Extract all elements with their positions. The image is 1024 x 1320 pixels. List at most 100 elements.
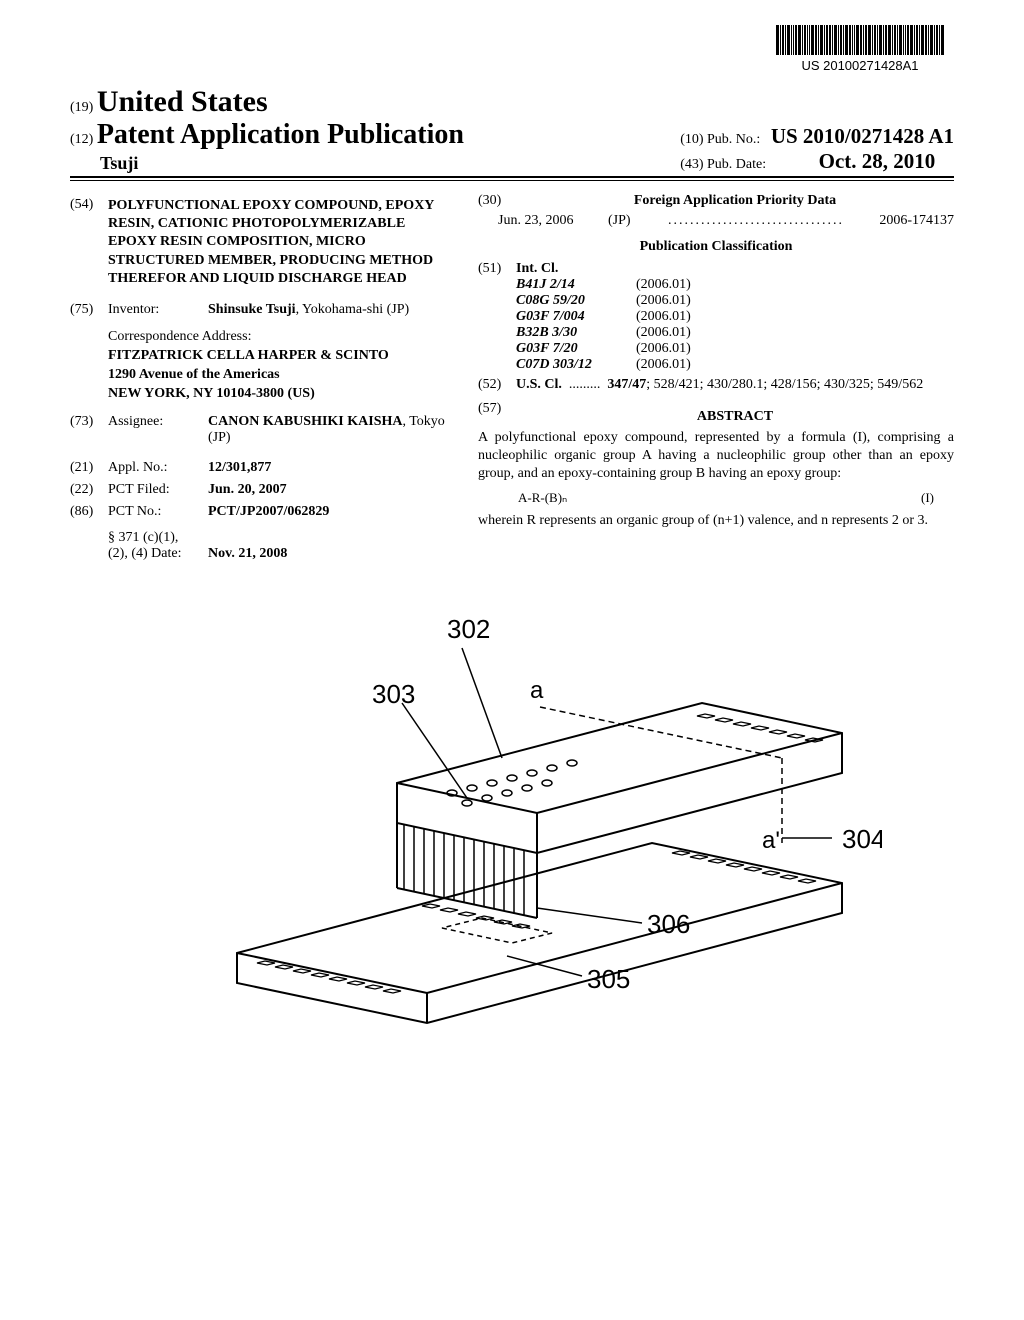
figure-svg: 302 303 a a' 304 306 305 [142, 598, 882, 1028]
inventor-value: Shinsuke Tsuji, Yokohama-shi (JP) [208, 302, 448, 318]
intcl-yr: (2006.01) [636, 309, 756, 325]
s371-field: § 371 (c)(1), (2), (4) Date: Nov. 21, 20… [70, 530, 448, 562]
code-54: (54) [70, 197, 108, 288]
fap-head-row: (30) Foreign Application Priority Data [478, 193, 954, 209]
pctfiled-label: PCT Filed: [108, 482, 208, 498]
pubno-label: Pub. No.: [707, 132, 760, 147]
intcl-code: B32B 3/30 [516, 325, 636, 341]
intcl-item: G03F 7/004(2006.01) [516, 309, 954, 325]
intcl-yr: (2006.01) [636, 293, 756, 309]
assignee-name: CANON KABUSHIKI KAISHA [208, 414, 402, 429]
fig-label-302: 302 [447, 614, 490, 644]
divider-thick [70, 176, 954, 178]
fap-cc: (JP) [608, 213, 668, 229]
country: United States [97, 85, 268, 118]
corr-name: FITZPATRICK CELLA HARPER & SCINTO [108, 348, 389, 363]
pctfiled: Jun. 20, 2007 [208, 482, 287, 497]
barcode-text: US 20100271428A1 [776, 58, 944, 73]
biblio-columns: (54) POLYFUNCTIONAL EPOXY COMPOUND, EPOX… [70, 193, 954, 568]
fig-label-306: 306 [647, 909, 690, 939]
country-line: (19) United States [70, 85, 954, 119]
inventor-name: Shinsuke Tsuji [208, 302, 296, 317]
corr-label: Correspondence Address: [108, 328, 448, 347]
barcode [776, 25, 944, 55]
patent-page: US 20100271428A1 (19) United States (12)… [0, 0, 1024, 1073]
inventor-label: Inventor: [108, 302, 208, 318]
pctfiled-field: (22) PCT Filed: Jun. 20, 2007 [70, 482, 448, 498]
formula-num: (I) [921, 490, 934, 506]
correspondence: Correspondence Address: FITZPATRICK CELL… [108, 328, 448, 404]
code-52: (52) [478, 377, 516, 393]
fig-label-305: 305 [587, 964, 630, 994]
corr-street: 1290 Avenue of the Americas [108, 367, 280, 382]
pub-left: (12) Patent Application Publication Tsuj… [70, 119, 464, 174]
applno: 12/301,877 [208, 460, 271, 475]
intcl-yr: (2006.01) [636, 341, 756, 357]
invention-title: POLYFUNCTIONAL EPOXY COMPOUND, EPOXY RES… [108, 197, 448, 288]
intcl-item: G03F 7/20(2006.01) [516, 341, 954, 357]
abstract-head-row: (57) ABSTRACT [478, 401, 954, 429]
priority-row: Jun. 23, 2006 (JP) .....................… [478, 213, 954, 229]
intcl-item: C07D 303/12(2006.01) [516, 357, 954, 373]
code-73: (73) [70, 414, 108, 446]
inventor-field: (75) Inventor: Shinsuke Tsuji, Yokohama-… [70, 302, 448, 318]
s371-date: Nov. 21, 2008 [208, 546, 287, 561]
pctno-label: PCT No.: [108, 504, 208, 520]
pubdate-label: Pub. Date: [707, 157, 766, 172]
assignee-value: CANON KABUSHIKI KAISHA, Tokyo (JP) [208, 414, 448, 446]
right-column: (30) Foreign Application Priority Data J… [478, 193, 954, 568]
uscl-main: 347/47 [607, 377, 646, 392]
barcode-block: US 20100271428A1 [776, 25, 944, 73]
intcl-yr: (2006.01) [636, 277, 756, 293]
intcl-list: B41J 2/14(2006.01) C08G 59/20(2006.01) G… [516, 277, 954, 373]
intcl-item: B41J 2/14(2006.01) [516, 277, 954, 293]
fig-label-303: 303 [372, 679, 415, 709]
inventor-loc: , Yokohama-shi (JP) [296, 302, 410, 317]
code-51: (51) [478, 261, 516, 277]
divider-thin [70, 180, 954, 181]
code-21: (21) [70, 460, 108, 476]
pubdate: Oct. 28, 2010 [819, 149, 936, 173]
author: Tsuji [100, 153, 464, 174]
s371-sub: (2), (4) Date: [108, 546, 208, 562]
fap-dots: ................................ [668, 213, 844, 229]
uscl-dots: ......... [569, 377, 601, 392]
formula-line: A-R-(B)ₙ (I) [518, 490, 934, 506]
code-12: (12) [70, 132, 93, 147]
code-30: (30) [478, 193, 516, 209]
left-column: (54) POLYFUNCTIONAL EPOXY COMPOUND, EPOX… [70, 193, 448, 568]
intcl-code: G03F 7/20 [516, 341, 636, 357]
fig-label-a: a [530, 677, 544, 704]
header: (19) United States (12) Patent Applicati… [70, 85, 954, 181]
title-block: (54) POLYFUNCTIONAL EPOXY COMPOUND, EPOX… [70, 197, 448, 288]
intcl-code: C08G 59/20 [516, 293, 636, 309]
code-75: (75) [70, 302, 108, 318]
figure: 302 303 a a' 304 306 305 [70, 598, 954, 1033]
formula: A-R-(B)ₙ [518, 490, 567, 506]
pctno-field: (86) PCT No.: PCT/JP2007/062829 [70, 504, 448, 520]
applno-label: Appl. No.: [108, 460, 208, 476]
code-57: (57) [478, 401, 516, 429]
intcl-row: (51) Int. Cl. [478, 261, 954, 277]
fap-head: Foreign Application Priority Data [634, 193, 836, 208]
intcl-item: B32B 3/30(2006.01) [516, 325, 954, 341]
pubno: US 2010/0271428 A1 [771, 124, 954, 148]
abstract-p1: A polyfunctional epoxy compound, represe… [478, 429, 954, 484]
s371-blank [70, 530, 108, 562]
fap-no: 2006-174137 [844, 213, 954, 229]
fap-date: Jun. 23, 2006 [498, 213, 608, 229]
code-43: (43) [680, 157, 703, 172]
assignee-field: (73) Assignee: CANON KABUSHIKI KAISHA, T… [70, 414, 448, 446]
uscl-row: (52) U.S. Cl. ......... 347/47; 528/421;… [478, 377, 954, 393]
s371-label: § 371 (c)(1), [108, 530, 208, 546]
intcl-code: C07D 303/12 [516, 357, 636, 373]
applno-field: (21) Appl. No.: 12/301,877 [70, 460, 448, 476]
code-86: (86) [70, 504, 108, 520]
pubclass-head: Publication Classification [478, 239, 954, 255]
intcl-item: C08G 59/20(2006.01) [516, 293, 954, 309]
code-19: (19) [70, 100, 93, 115]
s371-labels: § 371 (c)(1), (2), (4) Date: [108, 530, 208, 562]
abstract-p2: wherein R represents an organic group of… [478, 512, 954, 530]
pctno: PCT/JP2007/062829 [208, 504, 329, 519]
intcl-code: B41J 2/14 [516, 277, 636, 293]
